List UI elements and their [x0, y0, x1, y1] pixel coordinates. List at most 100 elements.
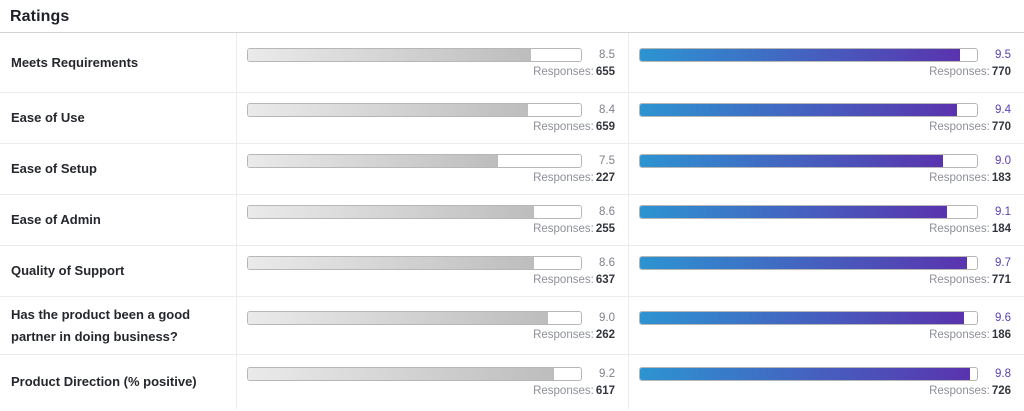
responses-count: 637	[595, 274, 615, 286]
right-rating-value: 9.1	[995, 206, 1011, 218]
right-rating-bar-fill	[640, 311, 964, 324]
left-rating-bar-track	[247, 310, 582, 325]
responses-count: 186	[991, 328, 1011, 341]
right-responses: Responses: 770	[639, 66, 1011, 78]
left-rating-bar-track	[247, 367, 582, 381]
left-rating-bar-fill	[248, 206, 535, 218]
right-rating-cell: 9.6 Responses: 186	[628, 297, 1024, 354]
rating-label: Ease of Use	[11, 110, 85, 126]
left-responses: Responses: 255	[247, 223, 615, 235]
left-responses: Responses: 637	[247, 274, 615, 286]
responses-count: 659	[595, 121, 615, 133]
rating-row: Quality of Support 8.6 Responses: 637 9.7…	[0, 246, 1024, 297]
responses-label: Responses:	[929, 274, 990, 286]
rating-row: Meets Requirements 8.5 Responses: 655 9.5…	[0, 33, 1024, 93]
left-rating-bar-fill	[248, 257, 535, 269]
left-rating-cell: 8.6 Responses: 637	[236, 246, 628, 296]
responses-label: Responses:	[929, 328, 990, 341]
right-rating-bar-fill	[640, 104, 957, 116]
rating-row: Product Direction (% positive) 9.2 Respo…	[0, 355, 1024, 409]
rating-label: Ease of Setup	[11, 161, 97, 177]
responses-label: Responses:	[533, 65, 594, 78]
right-rating-bar-track	[639, 103, 978, 117]
responses-label: Responses:	[533, 121, 594, 133]
left-rating-cell: 8.5 Responses: 655	[236, 33, 628, 92]
responses-count: 771	[991, 274, 1011, 286]
responses-count: 726	[991, 385, 1011, 397]
responses-count: 255	[595, 223, 615, 235]
left-responses: Responses: 659	[247, 121, 615, 133]
right-rating-bar-track	[639, 47, 978, 62]
responses-label: Responses:	[533, 274, 594, 286]
left-rating-bar-track	[247, 47, 582, 62]
right-rating-cell: 9.5 Responses: 770	[628, 33, 1024, 92]
left-responses: Responses: 262	[247, 329, 615, 341]
left-rating-value: 9.0	[599, 311, 615, 324]
right-rating-bar-track	[639, 367, 978, 381]
right-rating-bar-fill	[640, 48, 961, 61]
right-rating-cell: 9.1 Responses: 184	[628, 195, 1024, 245]
responses-count: 227	[595, 172, 615, 184]
responses-label: Responses:	[929, 121, 990, 133]
right-rating-bar-track	[639, 310, 978, 325]
right-responses: Responses: 726	[639, 385, 1011, 397]
right-rating-value: 9.0	[995, 155, 1011, 167]
responses-label: Responses:	[533, 172, 594, 184]
rating-label: Ease of Admin	[11, 212, 101, 228]
left-rating-cell: 7.5 Responses: 227	[236, 144, 628, 194]
right-rating-bar-track	[639, 205, 978, 219]
rating-label: Quality of Support	[11, 263, 125, 279]
right-rating-cell: 9.4 Responses: 770	[628, 93, 1024, 143]
rating-label: Has the product been a good partner in d…	[11, 307, 191, 344]
page-title: Ratings	[10, 8, 70, 25]
right-rating-bar-fill	[640, 155, 944, 167]
right-rating-cell: 9.8 Responses: 726	[628, 355, 1024, 409]
left-rating-cell: 9.0 Responses: 262	[236, 297, 628, 354]
right-rating-value: 9.6	[995, 311, 1011, 324]
right-rating-bar-track	[639, 154, 978, 168]
left-rating-bar-track	[247, 103, 582, 117]
responses-count: 655	[595, 65, 615, 78]
responses-label: Responses:	[929, 385, 990, 397]
right-rating-bar-fill	[640, 206, 947, 218]
left-rating-bar-track	[247, 154, 582, 168]
left-rating-bar-fill	[248, 155, 498, 167]
rating-label: Meets Requirements	[11, 54, 139, 70]
panel-header: Ratings	[0, 0, 1024, 33]
left-rating-value: 7.5	[599, 155, 615, 167]
right-responses: Responses: 186	[639, 329, 1011, 341]
left-rating-cell: 9.2 Responses: 617	[236, 355, 628, 409]
responses-label: Responses:	[929, 172, 990, 184]
rating-row: Ease of Admin 8.6 Responses: 255 9.1 Resp…	[0, 195, 1024, 246]
right-responses: Responses: 183	[639, 172, 1011, 184]
right-rating-value: 9.4	[995, 104, 1011, 116]
right-rating-value: 9.7	[995, 257, 1011, 269]
responses-count: 183	[991, 172, 1011, 184]
responses-label: Responses:	[533, 328, 594, 341]
right-responses: Responses: 770	[639, 121, 1011, 133]
responses-label: Responses:	[533, 223, 594, 235]
right-responses: Responses: 771	[639, 274, 1011, 286]
left-rating-value: 8.6	[599, 206, 615, 218]
responses-count: 770	[991, 65, 1011, 78]
responses-count: 770	[991, 121, 1011, 133]
left-responses: Responses: 227	[247, 172, 615, 184]
rating-label: Product Direction (% positive)	[11, 374, 197, 390]
left-rating-bar-fill	[248, 311, 548, 324]
right-rating-bar-fill	[640, 368, 971, 380]
left-rating-bar-track	[247, 256, 582, 270]
left-rating-bar-track	[247, 205, 582, 219]
right-responses: Responses: 184	[639, 223, 1011, 235]
right-rating-value: 9.5	[995, 48, 1011, 61]
left-rating-value: 8.5	[599, 48, 615, 61]
left-rating-value: 8.6	[599, 257, 615, 269]
left-rating-value: 8.4	[599, 104, 615, 116]
responses-label: Responses:	[929, 65, 990, 78]
left-rating-cell: 8.4 Responses: 659	[236, 93, 628, 143]
rating-row: Has the product been a good partner in d…	[0, 297, 1024, 355]
right-rating-bar-track	[639, 256, 978, 270]
rating-row: Ease of Setup 7.5 Responses: 227 9.0 Resp…	[0, 144, 1024, 195]
right-rating-bar-fill	[640, 257, 967, 269]
right-rating-cell: 9.7 Responses: 771	[628, 246, 1024, 296]
